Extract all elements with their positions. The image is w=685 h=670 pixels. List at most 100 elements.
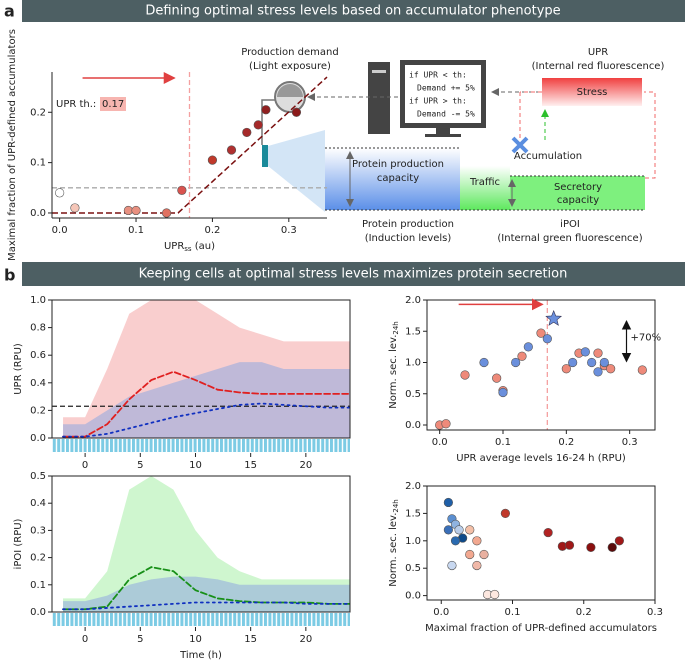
header-bar <box>22 262 685 286</box>
point <box>607 542 617 552</box>
annotation-bg <box>100 97 126 111</box>
point <box>242 127 252 138</box>
point <box>568 357 578 368</box>
point <box>441 419 451 429</box>
x-tick-label: 0.0 <box>432 437 448 448</box>
frame <box>51 299 351 439</box>
induction-strip <box>52 439 350 452</box>
axis-label-part: UPR <box>164 241 184 252</box>
label: (Induction levels) <box>365 233 452 244</box>
point <box>450 536 461 546</box>
y-tick-label: 0.6 <box>30 350 46 361</box>
axis-label: Time (h) <box>179 650 222 661</box>
point <box>606 364 616 374</box>
point <box>123 205 133 216</box>
point <box>490 589 500 600</box>
point <box>543 527 553 538</box>
label: Protein production <box>362 219 454 230</box>
axis-label: Maximal fraction of UPR-defined accumula… <box>7 29 18 261</box>
point <box>291 107 302 117</box>
x-tick-label: 5 <box>137 634 143 645</box>
frame <box>426 299 656 431</box>
axis-label-sub: 24h <box>392 499 400 512</box>
point <box>536 328 546 338</box>
point <box>261 105 271 115</box>
label: Protein production <box>352 159 444 170</box>
header-bar <box>22 0 685 22</box>
arrow <box>644 91 656 179</box>
point <box>523 342 533 352</box>
secretory-box <box>510 176 645 210</box>
axis-label: Norm. sec. lev.24h <box>388 499 400 586</box>
label: Stress <box>577 87 608 98</box>
point <box>454 525 464 535</box>
point <box>472 536 482 546</box>
axis-label: Maximal fraction of UPR-defined accumula… <box>425 623 657 634</box>
panel-letter: b <box>4 266 15 285</box>
label: Production demand <box>241 47 338 58</box>
x-tick-label: 0.2 <box>576 607 592 618</box>
tower-icon <box>368 62 390 134</box>
point <box>472 560 482 571</box>
line <box>62 601 351 611</box>
panel-title: Keeping cells at optimal stress levels m… <box>139 267 568 282</box>
panel-title: Defining optimal stress levels based on … <box>145 4 560 19</box>
x-tick-label: 0.2 <box>558 437 574 448</box>
y-tick-label: 1.0 <box>30 295 46 306</box>
area <box>63 476 350 612</box>
axis-label-sub: 24h <box>392 321 400 334</box>
label: UPR <box>588 47 608 58</box>
traffic-box <box>460 166 510 210</box>
label: Secretory <box>554 182 602 193</box>
point <box>465 525 475 535</box>
y-tick-label: 0.0 <box>405 591 421 602</box>
y-tick-label: 2.0 <box>405 481 421 492</box>
axis-label: UPR (RPU) <box>13 343 24 395</box>
x-tick-label: 0.0 <box>433 607 449 618</box>
x-tick-label: 10 <box>189 634 202 645</box>
code-line: Demand -= 5% <box>417 110 475 119</box>
y-tick-label: 0.1 <box>30 580 46 591</box>
axis-label-sub: ss <box>184 245 192 253</box>
point <box>443 525 453 535</box>
y-tick-label: 1.5 <box>405 326 421 337</box>
stress-box <box>542 78 642 106</box>
label: Traffic <box>469 177 500 188</box>
axis-label-part: Norm. sec. lev. <box>388 335 399 409</box>
y-tick-label: 0.8 <box>30 323 46 334</box>
label: (Internal green fluorescence) <box>497 233 642 244</box>
y-tick-label: 0.4 <box>30 498 46 509</box>
x-tick-label: 0.3 <box>622 437 638 448</box>
axis-label-part: Norm. sec. lev. <box>388 513 399 587</box>
y-tick-label: 0.4 <box>30 378 46 389</box>
point <box>55 188 65 198</box>
axis-label: iPOI (RPU) <box>13 518 24 569</box>
y-tick-label: 1.5 <box>405 508 421 519</box>
point <box>580 347 590 357</box>
y-tick-label: 0.5 <box>30 471 46 482</box>
point <box>447 560 457 571</box>
y-tick-label: 0.5 <box>405 563 421 574</box>
annotation: UPR th.: <box>56 99 96 110</box>
point <box>492 373 502 383</box>
point <box>479 357 489 368</box>
point <box>207 155 218 165</box>
x-tick-label: 20 <box>299 634 312 645</box>
point <box>564 540 575 550</box>
area <box>63 362 350 438</box>
point <box>226 145 237 155</box>
y-tick-label: 1.0 <box>405 536 421 547</box>
x-tick-label: 0.1 <box>505 607 521 618</box>
y-tick-label: 0.5 <box>405 389 421 400</box>
induction-strip <box>52 613 350 626</box>
x-tick-label: 15 <box>244 634 257 645</box>
y-tick-label: 0.0 <box>30 208 46 219</box>
point <box>161 208 172 218</box>
monitor-icon <box>436 128 450 134</box>
axis-label: UPRss (au) <box>164 241 215 253</box>
axis-label: UPR average levels 16-24 h (RPU) <box>456 453 626 464</box>
code-line: Demand += 5% <box>417 84 475 93</box>
y-tick-label: 0.3 <box>30 525 46 536</box>
y-tick-label: 0.0 <box>30 433 46 444</box>
